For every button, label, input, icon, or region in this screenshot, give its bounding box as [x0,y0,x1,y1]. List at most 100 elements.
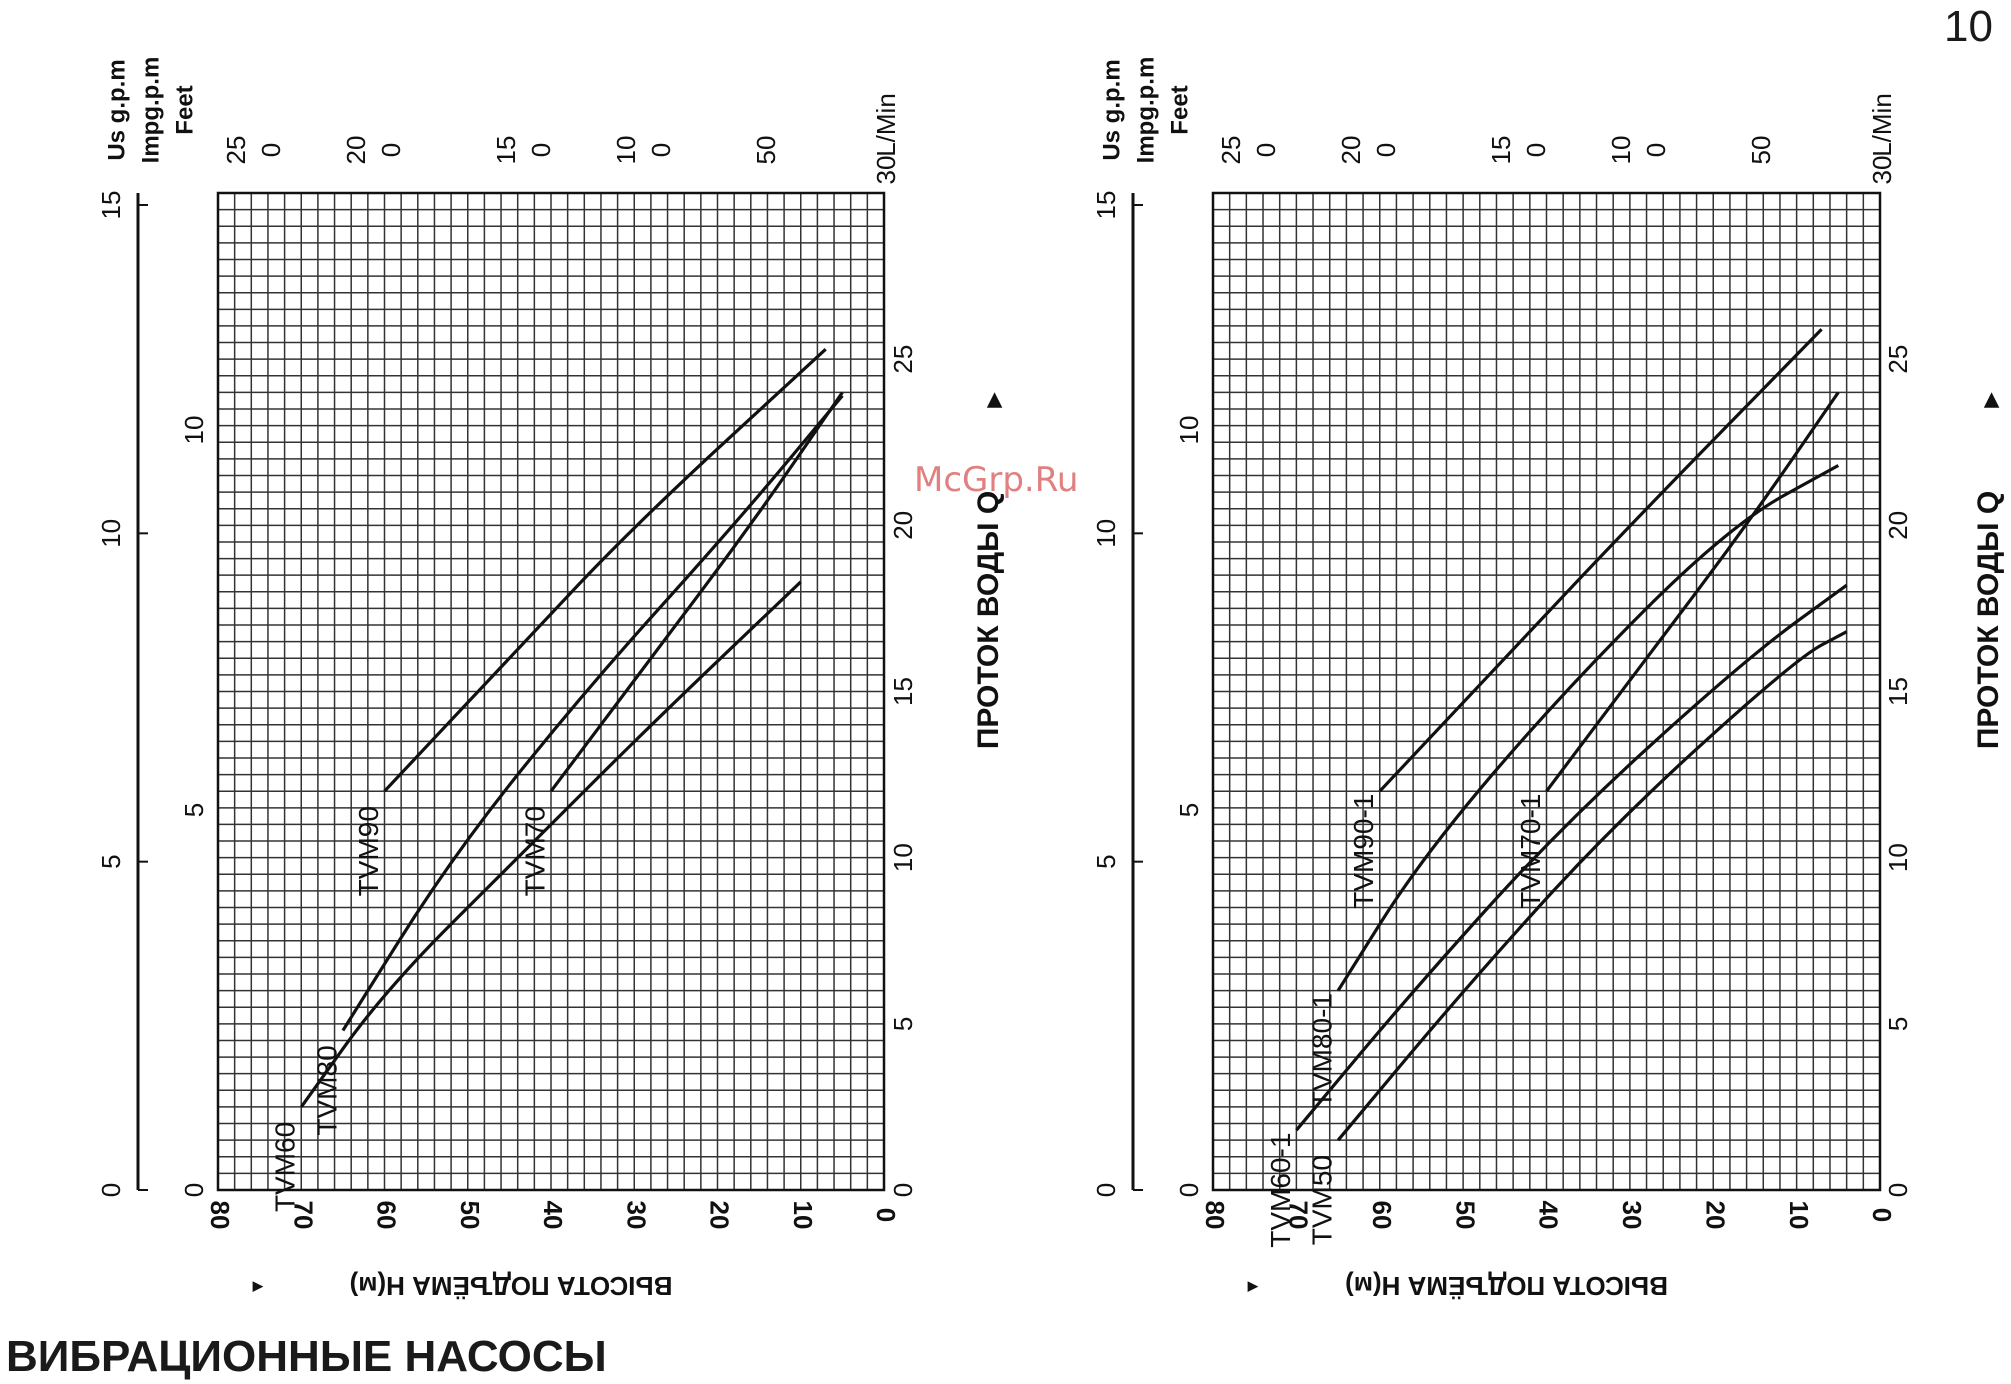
head-tick-label: 80 [205,1201,235,1230]
series-curve [1336,630,1848,1142]
head-tick-label: 0 [1867,1208,1897,1222]
flow-tick-label: 10 [888,843,918,872]
series-label: TVM50 [1306,1155,1337,1245]
feet-tick-label: 15 [1486,136,1516,165]
unit-label: Us g.p.m [103,59,130,160]
series-label: TVM70-1 [1515,794,1546,909]
impg-axis-tick-label: 0 [1174,1183,1204,1197]
feet-tick-label: 50 [751,136,781,165]
impg-top-tick-label: 0 [646,143,676,157]
impg-top-tick-label: 0 [1371,143,1401,157]
feet-tick-label: 50 [1746,136,1776,165]
head-tick-label: 80 [1200,1201,1230,1230]
head-tick-label: 60 [372,1201,402,1230]
head-tick-label: 70 [288,1201,318,1230]
series-curve [1545,391,1840,793]
y-axis-title: ВЫСОТА ПОДЪЁМА H(м) [350,1271,673,1301]
head-tick-label: 30 [1617,1201,1647,1230]
head-tick-label: 0 [871,1208,901,1222]
chart-frame [1211,191,1882,1192]
flow-tick-label: 10 [1883,843,1913,872]
feet-tick-label: 20 [1336,136,1366,165]
impg-top-tick-label: 0 [526,143,556,157]
x-axis-arrow: ► [1975,387,2005,413]
series-label: TVM90 [353,806,384,896]
feet-tick-label: 10 [1606,136,1636,165]
usg-tick-label: 10 [1091,519,1121,548]
flow-tick-label: 5 [1883,1017,1913,1031]
series-label: TVM80 [311,1045,342,1135]
feet-tick-label: 25 [1216,136,1246,165]
usg-tick-label: 5 [1091,854,1121,868]
flow-tick-label: 0 [888,1183,918,1197]
impg-axis-tick-label: 0 [179,1183,209,1197]
series-curve [299,580,802,1108]
head-tick-label: 20 [705,1201,735,1230]
x-axis-title: ПРОТОК ВОДЫ Q [1972,491,2005,749]
flow-tick-label: 25 [888,345,918,374]
head-tick-label: 40 [1534,1201,1564,1230]
flow-tick-label: 20 [888,511,918,540]
x-axis-title: ПРОТОК ВОДЫ Q [972,491,1005,749]
flow-tick-label: 25 [1883,345,1913,374]
chart-grid [1212,192,1881,1191]
head-tick-label: 40 [538,1201,568,1230]
series-label: TVM60-1 [1265,1133,1296,1248]
flow-tick-label: 20 [1883,511,1913,540]
impg-top-tick-label: 0 [1641,143,1671,157]
usg-tick-label: 5 [96,854,126,868]
page-number: 10 [1944,2,1993,51]
chart-frame [216,191,886,1192]
head-tick-label: 50 [1450,1201,1480,1230]
series-curve [1336,464,1840,992]
x-axis-arrow: ► [978,387,1008,413]
feet-tick-label: 10 [611,136,641,165]
impg-axis-tick-label: 10 [1174,416,1204,445]
usg-tick-label: 15 [96,191,126,220]
unit-label: Feet [1166,85,1193,134]
impg-top-tick-label: 0 [376,143,406,157]
flow-top-tick-label: 30 [1867,156,1897,185]
series-curve [341,394,844,1032]
flow-top-tick-label: 30 [871,156,901,185]
flow-unit-label: L/Min [871,93,901,157]
series-curve [549,391,844,793]
feet-tick-label: 25 [221,136,251,165]
usg-tick-label: 0 [96,1183,126,1197]
series-label: TVM80-1 [1306,993,1337,1108]
impg-axis-tick-label: 5 [1174,803,1204,817]
usg-tick-label: 0 [1091,1183,1121,1197]
series-curve [1295,583,1848,1132]
chart-grid [217,192,885,1191]
series-curve [383,348,827,793]
usg-tick-label: 10 [96,519,126,548]
y-axis-arrow: ◄ [1244,1277,1262,1297]
unit-label: Feet [171,85,198,134]
impg-top-tick-label: 0 [1251,143,1281,157]
y-axis-arrow: ◄ [249,1277,267,1297]
impg-axis-tick-label: 5 [179,803,209,817]
flow-tick-label: 0 [1883,1183,1913,1197]
impg-top-tick-label: 0 [256,143,286,157]
series-label: TVM70 [519,806,550,896]
flow-tick-label: 5 [888,1017,918,1031]
head-tick-label: 70 [1284,1201,1314,1230]
series-curve [1378,328,1823,793]
page-title: ВИБРАЦИОННЫЕ НАСОСЫ [6,1332,607,1381]
head-tick-label: 20 [1700,1201,1730,1230]
feet-tick-label: 20 [341,136,371,165]
unit-label: Us g.p.m [1098,59,1125,160]
head-tick-label: 30 [621,1201,651,1230]
head-tick-label: 50 [455,1201,485,1230]
series-label: TVM60 [270,1122,301,1212]
unit-label: Impg.p.m [1132,57,1159,164]
series-label: TVM90-1 [1348,794,1379,909]
feet-tick-label: 15 [491,136,521,165]
head-tick-label: 10 [1784,1201,1814,1230]
watermark: McGrp.Ru [914,460,1079,500]
flow-tick-label: 15 [1883,677,1913,706]
impg-axis-tick-label: 10 [179,416,209,445]
y-axis-title: ВЫСОТА ПОДЪЁМА H(м) [1345,1271,1668,1301]
impg-top-tick-label: 0 [1521,143,1551,157]
